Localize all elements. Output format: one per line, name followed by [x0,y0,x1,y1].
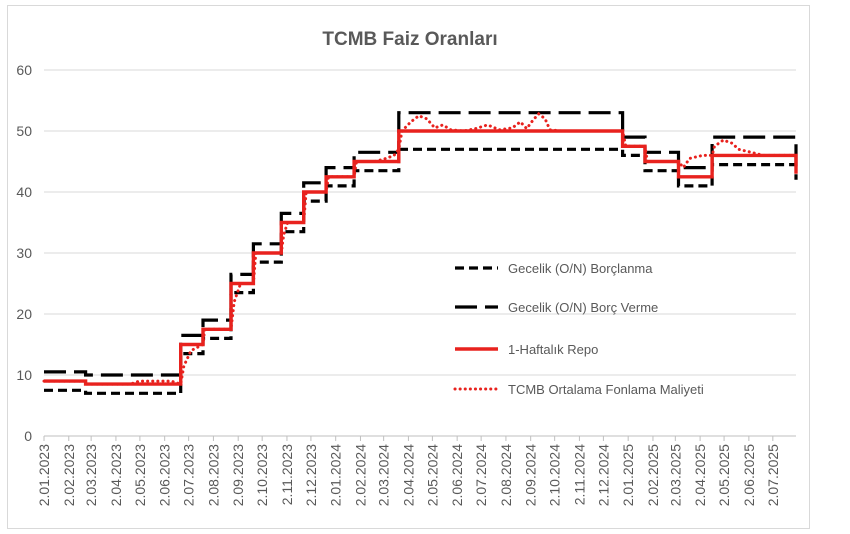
chart-frame [7,5,810,529]
x-tick-label: 2.01.2023 [36,444,52,506]
y-tick-label: 40 [16,184,32,200]
y-tick-label: 60 [16,62,32,78]
x-tick-label: 2.04.2023 [108,444,124,506]
x-tick-label: 2.02.2024 [352,444,368,506]
y-tick-label: 30 [16,245,32,261]
legend-label-4: TCMB Ortalama Fonlama Maliyeti [508,382,704,397]
x-tick-label: 2.06.2024 [449,444,465,506]
series-lines [42,111,798,395]
x-tick-label: 2.06.2023 [157,444,173,506]
x-tick-label: 2.10.2024 [547,444,563,506]
x-tick-label: 2.04.2025 [692,444,708,506]
x-tick-label: 2.09.2024 [523,444,539,506]
x-tick-label: 2.12.2023 [303,444,319,506]
y-axis-ticks: 0 10 20 30 40 50 60 [16,62,32,444]
chart-title: TCMB Faiz Oranları [322,29,497,50]
x-tick-label: 2.08.2024 [498,444,514,506]
series-line-1 [44,147,796,395]
x-tick-label: 2.01.2025 [620,444,636,506]
y-tick-label: 0 [24,428,32,444]
x-tick-label: 2.07.2023 [181,444,197,506]
series-line-3 [44,129,798,386]
legend-label-1: Gecelik (O/N) Borçlanma [508,261,653,276]
x-tick-label: 2.08.2023 [205,444,221,506]
y-tick-label: 50 [16,123,32,139]
x-tick-label: 2.05.2024 [424,444,440,506]
x-tick-label: 2.06.2025 [741,444,757,506]
series-line-4 [42,111,798,387]
x-tick-label: 2.02.2023 [61,444,77,506]
x-axis-ticks: 2.01.2023 2.02.2023 2.03.2023 2.04.2023 2.05… [36,444,781,507]
x-tick-label: 2.05.2023 [132,444,148,506]
x-tick-label: 2.03.2023 [83,444,99,506]
y-tick-label: 20 [16,306,32,322]
x-tick-label: 2.01.2024 [328,444,344,506]
x-tick-label: 2.07.2025 [765,444,781,506]
x-axis [43,435,796,441]
x-tick-label: 2.04.2024 [400,444,416,506]
legend-label-2: Gecelik (O/N) Borç Verme [508,300,658,315]
x-tick-label: 2.09.2023 [230,444,246,506]
series-line-2 [44,111,798,377]
y-tick-label: 10 [16,367,32,383]
legend: Gecelik (O/N) Borçlanma Gecelik (O/N) Bor… [453,261,704,397]
grid-lines [44,69,796,376]
x-tick-label: 2.02.2025 [645,444,661,506]
x-tick-label: 2.05.2025 [716,444,732,506]
legend-label-3: 1-Haftalık Repo [508,342,598,357]
x-tick-label: 2.11.2024 [571,444,587,505]
x-tick-label: 2.03.2024 [376,444,392,506]
x-tick-label: 2.10.2023 [254,444,270,506]
x-tick-label: 2.03.2025 [667,444,683,506]
x-tick-label: 2.12.2024 [595,444,611,506]
x-tick-label: 2.11.2023 [279,444,295,505]
x-tick-label: 2.07.2024 [473,444,489,506]
